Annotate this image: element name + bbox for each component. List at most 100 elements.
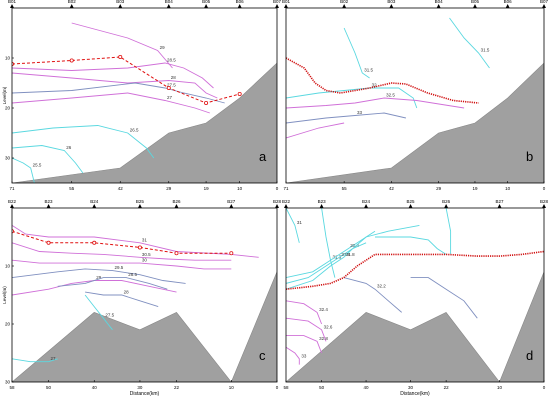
panel-b: 31.5 31.5 32 32.5 33 B01 B02 B03 B04 B05 B06 B07 71 5… [282, 0, 549, 191]
isoline-label: 31.8 [346, 252, 355, 257]
x-tick-label: 71 [9, 186, 15, 191]
x-tick-label: 10 [505, 186, 511, 191]
y-tick-label: 20 [5, 322, 11, 327]
x-tick-label: 55 [69, 186, 75, 191]
x-tick-label: 29 [436, 186, 442, 191]
plot-frame [285, 7, 545, 184]
station-marker [436, 4, 441, 8]
station-label: B02 [340, 0, 349, 4]
station-label: B25 [136, 199, 145, 204]
isoline-5 [12, 125, 155, 159]
plot-frame [11, 207, 278, 383]
station-marker [174, 204, 179, 208]
station-marker [69, 4, 74, 8]
plot-frame [285, 207, 545, 383]
plot-area: 31.5 31.5 32 32.5 33 [286, 17, 544, 183]
x-tick-label: 10 [497, 385, 503, 390]
isoline-label: 32.6 [324, 324, 333, 329]
thermocline-line [12, 56, 240, 104]
x-tick-label: 30 [408, 385, 414, 390]
isoline-label: 28.5 [128, 272, 137, 277]
y-tick-label: 30 [5, 380, 11, 385]
thermocline-point [92, 240, 97, 245]
station-label: B01 [282, 0, 291, 4]
y-tick-label: 30 [5, 156, 11, 161]
station-label: B05 [471, 0, 480, 4]
station-label: B24 [362, 199, 371, 204]
station-label: B28 [273, 199, 282, 204]
x-tick-label: 0 [543, 385, 546, 390]
x-tick-label: 50 [46, 385, 52, 390]
station-marker [137, 204, 142, 208]
station-marker [10, 4, 14, 8]
y-tick-label: 10 [5, 264, 11, 269]
isoline-label: 26 [66, 145, 72, 150]
station-marker [46, 204, 51, 208]
isoline-7 [343, 277, 402, 313]
isoline-label: 27 [51, 356, 57, 361]
isoline-label: 28.5 [167, 58, 176, 63]
isoline-6 [445, 208, 452, 255]
isoline-8 [12, 358, 58, 363]
x-tick-label: 71 [283, 186, 289, 191]
station-marker [229, 204, 234, 208]
x-tick-label: 40 [92, 385, 98, 390]
isoline-5 [57, 277, 168, 290]
isoline-label: 27.5 [105, 313, 114, 318]
station-marker [342, 4, 347, 8]
plot-frame [11, 7, 278, 184]
station-marker [284, 204, 288, 208]
isoline-0 [449, 17, 490, 69]
isoline-8 [410, 277, 478, 319]
x-tick-label: 22 [174, 385, 180, 390]
station-marker [10, 204, 14, 208]
x-tick-label: 50 [319, 385, 325, 390]
station-marker [408, 204, 413, 208]
seabed-polygon [12, 62, 277, 183]
isoline-1 [343, 27, 370, 79]
panel-d: 31 31.3 31.431.631.8 32.2 32.4 32.6 32.8 33 B22 B… [282, 199, 549, 397]
x-tick-label: 55 [342, 186, 348, 191]
isoline-label: 31.4 [350, 243, 359, 248]
isoline-2 [12, 259, 232, 270]
station-label: B22 [8, 199, 17, 204]
panel-a: 29 28.5 28 27.5 27 26.5 26 25.5 B01 B02 B03 B04 B05 B… [2, 0, 281, 191]
station-label: B05 [202, 0, 211, 4]
x-tick-label: 0 [543, 186, 546, 191]
isoline-4 [286, 242, 367, 290]
halocline-line [286, 250, 544, 290]
isoline-label: 32 [372, 83, 378, 88]
station-marker [319, 204, 324, 208]
isoline-4 [286, 112, 407, 124]
plot-area: 31 30.530 29.5 29 28.5 28 27.5 27 [12, 225, 277, 382]
halocline-line [286, 57, 479, 104]
isoline-2 [286, 224, 420, 279]
station-marker [497, 204, 502, 208]
isoline-9 [286, 300, 323, 325]
isoline-label: 32.5 [386, 93, 395, 98]
isoline-3 [12, 82, 225, 104]
station-marker [542, 204, 546, 208]
isoline-3 [12, 268, 186, 284]
thermocline-point [204, 101, 209, 106]
isoline-4 [12, 92, 210, 114]
isoline-label: 33 [357, 110, 363, 115]
isoline-3 [286, 230, 376, 284]
y-axis-label: Level(m) [2, 286, 7, 304]
station-label: B24 [90, 199, 99, 204]
y-tick-label: 10 [5, 56, 11, 61]
station-marker [275, 4, 279, 8]
isoline-6 [85, 291, 159, 308]
plot-area: 29 28.5 28 27.5 27 26.5 26 25.5 [12, 22, 277, 183]
isoline-label: 29.5 [115, 265, 124, 270]
x-tick-label: 19 [472, 186, 478, 191]
isoline-label: 30.5 [142, 252, 151, 257]
station-marker [284, 4, 288, 8]
x-tick-label: 10 [229, 385, 235, 390]
isoline-label: 28 [124, 290, 130, 295]
x-tick-label: 22 [444, 385, 450, 390]
isoline-2 [12, 72, 218, 99]
isoline-label: 29 [160, 45, 166, 50]
station-label: B28 [540, 199, 549, 204]
isoline-0 [286, 208, 300, 243]
